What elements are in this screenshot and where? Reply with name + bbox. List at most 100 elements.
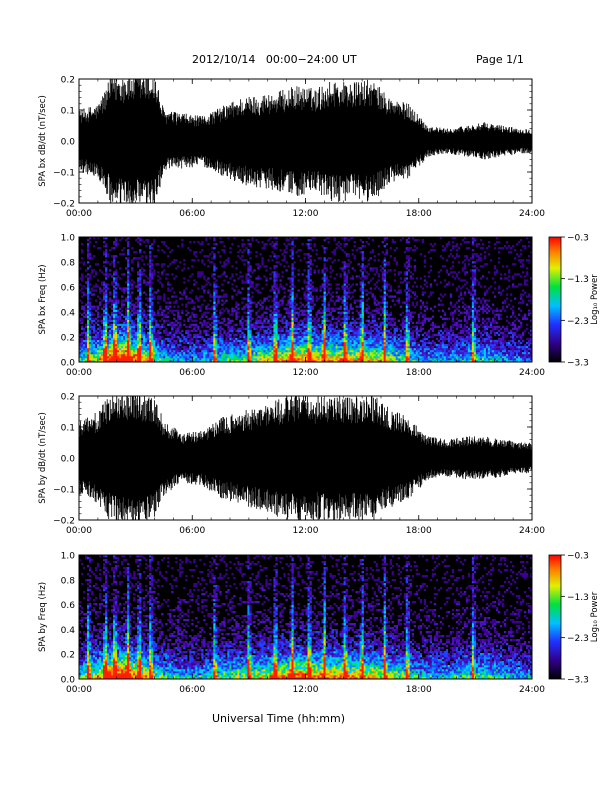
spectrogram-cell: [209, 349, 212, 353]
spectrogram-cell: [167, 273, 170, 276]
spectrogram-cell: [139, 353, 142, 357]
spectrogram-cell: [163, 347, 166, 351]
spectrogram-cell: [101, 353, 104, 357]
spectrogram-cell: [295, 327, 298, 331]
spectrogram-cell: [235, 311, 238, 314]
spectrogram-cell: [301, 327, 304, 331]
spectrogram-cell: [349, 339, 352, 343]
spectrogram-cell: [337, 311, 340, 314]
spectrogram-cell: [131, 291, 134, 294]
spectrogram-cell: [87, 289, 90, 292]
spectrogram-cell: [227, 335, 230, 339]
spectrogram-cell: [105, 343, 108, 347]
spectrogram-cell: [313, 237, 316, 240]
spectrogram-cell: [117, 341, 120, 345]
spectrogram-cell: [265, 329, 268, 333]
spectrogram-cell: [269, 359, 272, 363]
spectrogram-cell: [347, 271, 350, 274]
spectrogram-cell: [211, 273, 214, 276]
spectrogram-cell: [299, 345, 302, 349]
spectrogram-cell: [329, 319, 332, 322]
spectrogram-cell: [343, 239, 346, 242]
spectrogram-cell: [195, 341, 198, 345]
spectrogram-cell: [337, 359, 340, 363]
spectrogram-cell: [321, 311, 324, 314]
spectrogram-cell: [255, 283, 258, 286]
spectrogram-cell: [301, 309, 304, 312]
spectrogram-cell: [257, 351, 260, 355]
spectrogram-cell: [119, 253, 122, 256]
spectrogram-cell: [103, 345, 106, 349]
spectrogram-cell: [149, 263, 152, 266]
y-axis-label: SPA bx dB/dt (nT/sec): [38, 95, 48, 187]
spectrogram-cell: [331, 343, 334, 347]
spectrogram-cell: [165, 343, 168, 347]
spectrogram-cell: [161, 265, 164, 268]
spectrogram-cell: [131, 343, 134, 347]
spectrogram-cell: [103, 251, 106, 254]
spectrogram-cell: [303, 339, 306, 343]
spectrogram-cell: [279, 347, 282, 351]
spectrogram-cell: [345, 307, 348, 310]
spectrogram-cell: [97, 237, 100, 240]
spectrogram-cell: [81, 257, 84, 260]
spectrogram-cell: [85, 335, 88, 339]
spectrogram-cell: [273, 267, 276, 270]
spectrogram-cell: [87, 267, 90, 270]
spectrogram-cell: [105, 323, 108, 327]
spectrogram-cell: [217, 297, 220, 300]
spectrogram-cell: [339, 275, 342, 278]
spectrogram-cell: [375, 339, 378, 343]
spectrogram-cell: [125, 349, 128, 353]
spectrogram-cell: [311, 331, 314, 335]
spectrogram-cell: [275, 293, 278, 296]
spectrogram-cell: [373, 273, 376, 276]
spectrogram-cell: [219, 311, 222, 314]
spectrogram-cell: [231, 283, 234, 286]
spectrogram-cell: [121, 339, 124, 343]
spectrogram-cell: [325, 277, 328, 280]
spectrogram-cell: [289, 329, 292, 333]
spectrogram-cell: [217, 355, 220, 359]
spectrogram-cell: [313, 269, 316, 272]
spectrogram-cell: [125, 307, 128, 310]
spectrogram-cell: [229, 341, 232, 345]
spectrogram-cell: [363, 343, 366, 347]
spectrogram-cell: [369, 331, 372, 335]
spectrogram-cell: [127, 305, 130, 308]
spectrogram-cell: [371, 249, 374, 252]
spectrogram-cell: [185, 303, 188, 306]
spectrogram-cell: [113, 243, 116, 246]
spectrogram-cell: [319, 337, 322, 341]
spectrogram-cell: [315, 351, 318, 355]
spectrogram-cell: [185, 295, 188, 298]
spectrogram-cell: [177, 311, 180, 314]
spectrogram-cell: [265, 337, 268, 341]
spectrogram-cell: [187, 329, 190, 333]
spectrogram-cell: [337, 339, 340, 343]
spectrogram-cell: [247, 331, 250, 335]
spectrogram-cell: [271, 329, 274, 333]
spectrogram-cell: [165, 313, 168, 316]
spectrogram-cell: [233, 353, 236, 357]
spectrogram-cell: [189, 353, 192, 357]
spectrogram-cell: [93, 245, 96, 248]
spectrogram-cell: [379, 335, 382, 339]
spectrogram-cell: [175, 323, 178, 327]
spectrogram-cell: [117, 301, 120, 304]
spectrogram-cell: [87, 357, 90, 361]
spectrogram-cell: [301, 323, 304, 327]
spectrogram-cell: [81, 275, 84, 278]
spectrogram-cell: [165, 353, 168, 357]
spectrogram-cell: [359, 347, 362, 351]
spectrogram-cell: [373, 355, 376, 359]
spectrogram-cell: [211, 325, 214, 329]
spectrogram-cell: [179, 325, 182, 329]
spectrogram-cell: [295, 323, 298, 327]
spectrogram-cell: [241, 349, 244, 353]
spectrogram-cell: [269, 255, 272, 258]
spectrogram-cell: [251, 343, 254, 347]
spectrogram-cell: [79, 337, 82, 341]
spectrogram-cell: [271, 345, 274, 349]
spectrogram-cell: [95, 317, 98, 320]
